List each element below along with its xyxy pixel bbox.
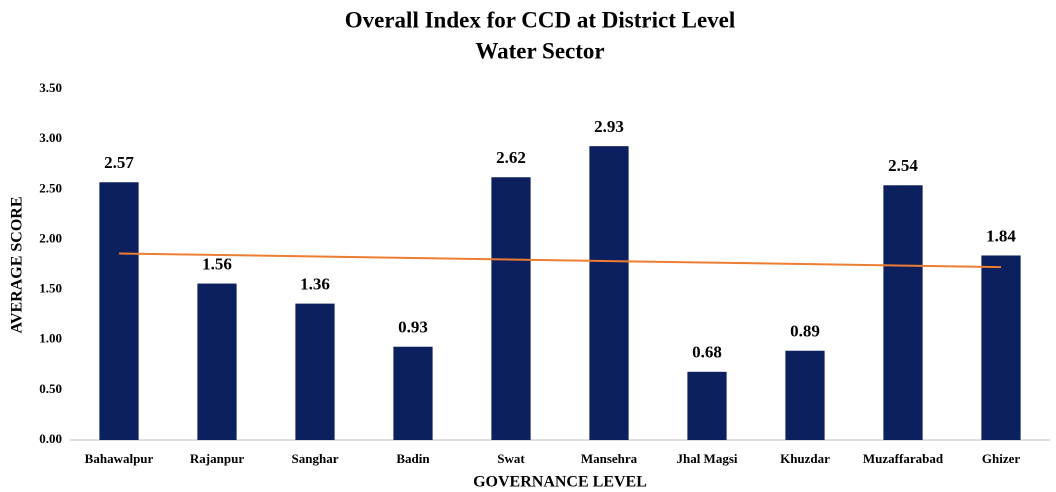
- x-tick-label: Khuzdar: [780, 451, 830, 466]
- x-tick-label: Sanghar: [292, 451, 339, 466]
- y-tick-label: 2.50: [39, 180, 62, 195]
- y-axis-title: AVERAGE SCORE: [9, 196, 26, 333]
- data-label: 2.93: [594, 117, 624, 136]
- data-label: 0.93: [398, 318, 428, 337]
- x-tick-label: Swat: [497, 451, 525, 466]
- x-tick-label: Muzaffarabad: [863, 451, 944, 466]
- bar: [589, 146, 629, 441]
- bar: [295, 303, 335, 440]
- x-tick-label: Bahawalpur: [85, 451, 154, 466]
- y-tick-label: 1.50: [39, 281, 62, 296]
- y-tick-label: 3.00: [39, 130, 62, 145]
- trendline: [118, 252, 1002, 269]
- data-label: 2.54: [888, 156, 918, 175]
- bar: [197, 283, 237, 440]
- data-label: 0.68: [692, 343, 722, 362]
- bar: [393, 346, 433, 440]
- data-label: 1.84: [986, 226, 1016, 245]
- data-label: 1.56: [202, 254, 232, 273]
- bar: [687, 371, 727, 440]
- y-tick-label: 0.00: [39, 431, 62, 446]
- bar: [981, 255, 1021, 440]
- bar: [883, 185, 923, 440]
- data-label: 0.89: [790, 322, 820, 341]
- data-label: 2.57: [104, 153, 134, 172]
- y-tick-label: 0.50: [39, 381, 62, 396]
- x-tick-label: Mansehra: [581, 451, 638, 466]
- chart-title: Overall Index for CCD at District Level: [345, 7, 736, 32]
- chart-subtitle: Water Sector: [475, 38, 604, 63]
- x-tick-label: Jhal Magsi: [676, 451, 737, 466]
- x-tick-label: Rajanpur: [190, 451, 244, 466]
- y-tick-label: 3.50: [39, 80, 62, 95]
- x-tick-label: Ghizer: [982, 451, 1020, 466]
- data-label: 1.36: [300, 275, 330, 294]
- x-axis-title: GOVERNANCE LEVEL: [473, 474, 647, 491]
- bar: [491, 177, 531, 440]
- bar: [99, 182, 139, 440]
- y-tick-label: 2.00: [39, 230, 62, 245]
- y-tick-label: 1.00: [39, 331, 62, 346]
- data-label: 2.62: [496, 148, 526, 167]
- x-tick-label: Badin: [396, 451, 430, 466]
- bar: [785, 350, 825, 440]
